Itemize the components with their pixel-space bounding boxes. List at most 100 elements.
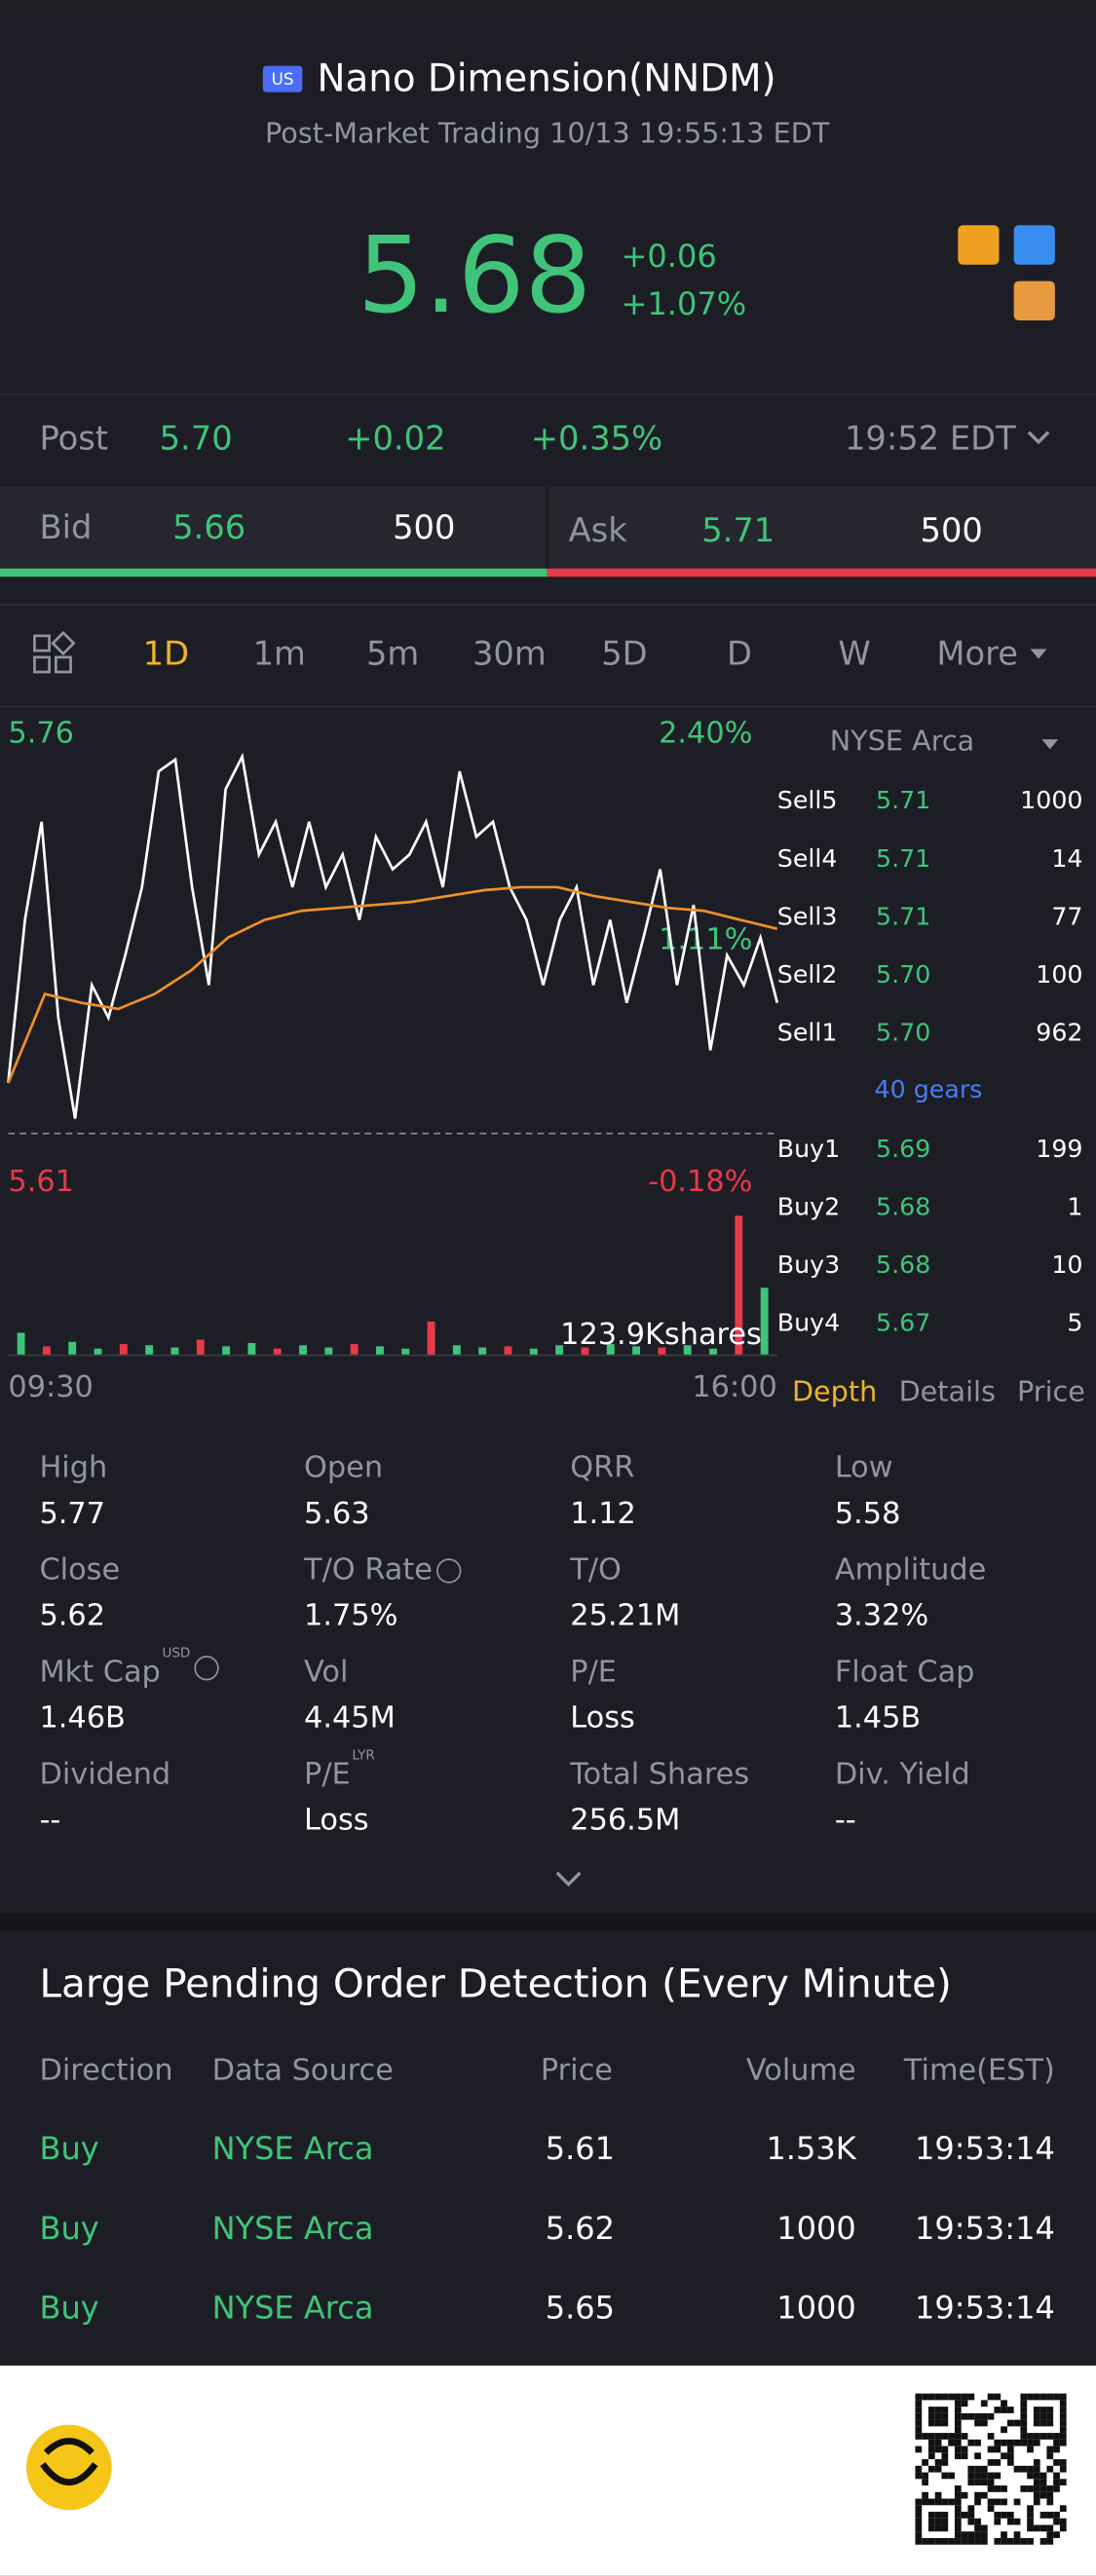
ask-price: 5.71: [701, 511, 775, 549]
qr-cell: [954, 2491, 962, 2499]
volume-bar: [581, 1347, 589, 1356]
column-header: Price: [541, 2054, 613, 2088]
volume-bar: [427, 1321, 435, 1356]
qr-cell: [1027, 2465, 1034, 2473]
qr-cell: [994, 2407, 1002, 2413]
period-tab[interactable]: 1D: [143, 635, 189, 673]
qr-cell: [1053, 2445, 1060, 2453]
volume-label: 123.9Kshares: [560, 1318, 762, 1352]
qr-cell: [1039, 2491, 1047, 2499]
post-time[interactable]: 19:52 EDT: [845, 420, 1016, 458]
qr-cell: [922, 2491, 928, 2499]
qr-cell: [1001, 2452, 1007, 2460]
period-tab[interactable]: 5D: [601, 635, 647, 673]
qr-cell: [987, 2472, 995, 2480]
qr-cell: [954, 2433, 962, 2440]
icon[interactable]: [958, 225, 1000, 265]
qr-cell: [941, 2472, 949, 2480]
brand: BROKERS: [132, 2467, 316, 2507]
stat-value: 4.45M: [304, 1701, 396, 1736]
icon[interactable]: [1013, 225, 1055, 265]
qr-cell: [1027, 2538, 1034, 2545]
qr-cell: [927, 2393, 935, 2401]
change-pct: +1.07%: [622, 285, 747, 322]
qr-cell: [994, 2518, 1002, 2525]
qr-cell: [1059, 2439, 1067, 2446]
depth-tab[interactable]: Price: [1017, 1374, 1085, 1407]
qr-cell: [941, 2512, 949, 2519]
qr-cell: [941, 2524, 949, 2532]
qr-cell: [1033, 2433, 1040, 2440]
depth-level: Sell5: [777, 786, 838, 814]
stat-value: Loss: [304, 1803, 369, 1837]
x-tick-label: 16:00: [692, 1370, 776, 1404]
qr-cell: [941, 2419, 949, 2427]
qr-cell: [987, 2445, 995, 2453]
volume-bar: [606, 1344, 615, 1356]
stat-label: Low: [835, 1451, 893, 1485]
brand: TIGER: [132, 2428, 246, 2468]
period-tab[interactable]: More: [936, 635, 1018, 673]
qr-cell: [1006, 2445, 1014, 2453]
period-tab[interactable]: 30m: [472, 635, 547, 673]
qr-cell: [974, 2452, 981, 2460]
layout-icon[interactable]: [33, 630, 76, 674]
qr-cell: [941, 2452, 949, 2460]
period-tab[interactable]: W: [838, 635, 870, 673]
qr-cell: [1027, 2518, 1034, 2525]
qr-cell: [1046, 2491, 1054, 2499]
market-badge: US: [272, 69, 294, 89]
qr-cell: [1046, 2538, 1054, 2545]
qr-cell: [934, 2445, 942, 2453]
qr-cell: [994, 2498, 1002, 2506]
qr-cell: [1027, 2485, 1034, 2492]
qr-cell: [1027, 2393, 1034, 2401]
qr-cell: [1053, 2472, 1060, 2480]
price: 5.68: [358, 215, 591, 337]
qr-cell: [915, 2400, 923, 2408]
qr-cell: [1039, 2412, 1047, 2420]
dropdown[interactable]: [1030, 649, 1047, 659]
qr-cell: [1033, 2419, 1040, 2427]
exchange[interactable]: NYSE Arca: [830, 725, 974, 758]
qr-cell: [927, 2407, 935, 2413]
depth-tab[interactable]: Details: [899, 1374, 996, 1407]
expand[interactable]: [555, 1871, 582, 1887]
depth-level: Sell3: [777, 902, 838, 930]
stat-value: 1.12: [570, 1497, 636, 1531]
qr-cell: [941, 2518, 949, 2525]
qr-cell: [1039, 2485, 1047, 2492]
info-icon[interactable]: [436, 1558, 462, 1584]
qr-cell: [1046, 2407, 1054, 2413]
chevron[interactable]: [1027, 430, 1050, 445]
qr-cell: [954, 2426, 962, 2434]
volume-bar: [376, 1346, 384, 1356]
qr-cell: [1006, 2407, 1014, 2413]
info-icon[interactable]: [194, 1656, 219, 1681]
qr-cell: [980, 2491, 988, 2499]
qr-cell: [961, 2491, 968, 2499]
qr-cell: [1006, 2518, 1014, 2525]
period-tab[interactable]: 5m: [366, 635, 419, 673]
qr-cell: [987, 2459, 995, 2466]
qr-cell: [1020, 2538, 1028, 2545]
volume-bar: [196, 1339, 205, 1356]
qr-cell: [934, 2407, 942, 2413]
qr-cell: [1033, 2407, 1040, 2413]
qr-cell: [1013, 2465, 1021, 2473]
depth-tab[interactable]: Depth: [792, 1374, 877, 1407]
depth-price: 5.70: [876, 1018, 930, 1046]
qr-cell: [1001, 2407, 1007, 2413]
qr-cell: [994, 2512, 1002, 2519]
volume-bar: [324, 1347, 333, 1356]
period-tab[interactable]: D: [727, 635, 752, 673]
volume-bar: [632, 1346, 641, 1356]
icon[interactable]: [1013, 280, 1055, 321]
qr-cell: [994, 2459, 1002, 2466]
stat-label: QRR: [570, 1451, 634, 1485]
period-tab[interactable]: 1m: [253, 635, 306, 673]
qr-cell: [974, 2479, 981, 2486]
qr-cell: [922, 2393, 928, 2401]
stat-badge: USD: [163, 1646, 191, 1661]
